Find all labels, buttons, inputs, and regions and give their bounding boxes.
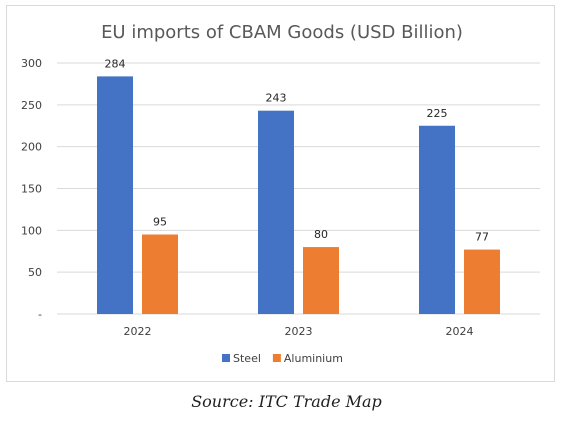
legend-label: Steel — [233, 352, 261, 365]
data-label-steel-2022: 284 — [105, 57, 126, 70]
y-tick-label: 50 — [28, 266, 42, 279]
y-tick-label: 300 — [21, 57, 42, 70]
y-tick-label: 200 — [21, 141, 42, 154]
gridlines — [57, 62, 540, 315]
data-label-steel-2023: 243 — [266, 92, 287, 105]
bars — [97, 76, 500, 315]
legend: Steel Aluminium — [222, 352, 343, 365]
bar-aluminium-2022 — [142, 234, 178, 314]
legend-item-steel: Steel — [222, 352, 261, 365]
data-label-aluminium-2022: 95 — [153, 216, 167, 229]
chart-title: EU imports of CBAM Goods (USD Billion) — [101, 22, 463, 43]
x-tick-label: 2022 — [124, 325, 152, 338]
bar-aluminium-2023 — [303, 247, 339, 314]
x-tick-label: 2024 — [446, 325, 474, 338]
legend-swatch — [272, 354, 281, 362]
bar-steel-2022 — [97, 76, 133, 315]
bar-steel-2023 — [258, 110, 294, 314]
y-axis-ticks: - 50 100 150 200 250 300 — [21, 57, 42, 321]
y-tick-label: 100 — [21, 224, 42, 237]
y-tick-label: - — [38, 308, 42, 321]
legend-swatch — [222, 354, 230, 362]
x-axis-ticks: 2022 2023 2024 — [124, 325, 474, 338]
bar-aluminium-2024 — [464, 249, 500, 314]
data-label-aluminium-2024: 77 — [475, 231, 489, 244]
source-note: Source: ITC Trade Map — [191, 392, 382, 411]
y-tick-label: 250 — [21, 99, 42, 112]
bar-steel-2024 — [419, 125, 455, 314]
bar-chart: EU imports of CBAM Goods (USD Billion) -… — [21, 22, 540, 365]
legend-item-aluminium: Aluminium — [272, 352, 343, 365]
data-label-steel-2024: 225 — [427, 107, 448, 120]
y-tick-label: 150 — [21, 183, 42, 196]
x-tick-label: 2023 — [285, 325, 313, 338]
data-labels: 284 95 243 80 225 77 — [105, 57, 490, 243]
legend-label: Aluminium — [284, 352, 343, 365]
data-label-aluminium-2023: 80 — [314, 228, 328, 241]
